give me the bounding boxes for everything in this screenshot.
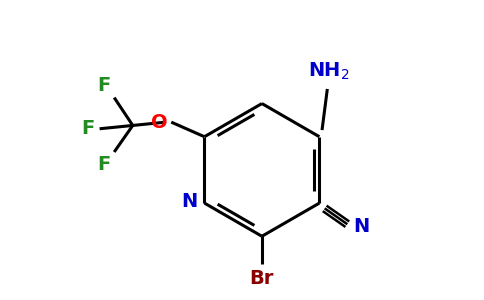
Text: N: N (353, 218, 370, 236)
Text: O: O (151, 112, 167, 132)
Text: N: N (182, 192, 198, 211)
Text: NH$_2$: NH$_2$ (308, 61, 349, 82)
Text: F: F (98, 154, 111, 174)
Text: F: F (98, 76, 111, 95)
Text: Br: Br (250, 269, 274, 288)
Text: F: F (82, 119, 95, 138)
